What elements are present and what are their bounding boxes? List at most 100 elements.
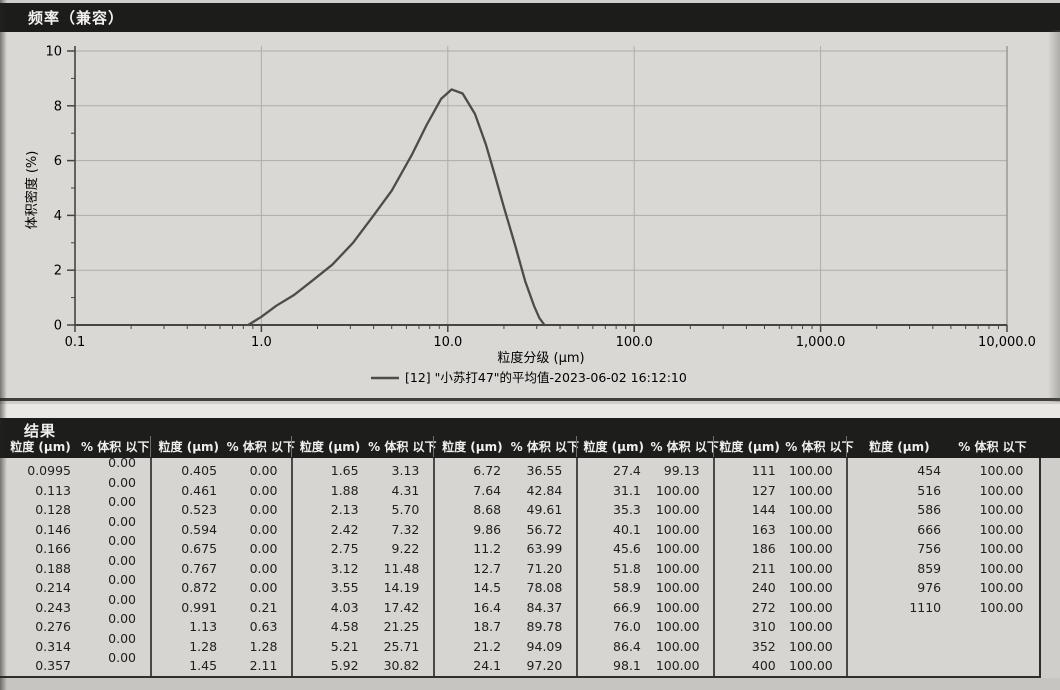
size-value: 12.7 <box>473 560 502 576</box>
pct-volume-value: 49.61 <box>526 502 563 518</box>
size-value: 0.243 <box>35 599 71 615</box>
size-value: 0.276 <box>35 619 71 635</box>
size-value: 1.65 <box>330 463 359 479</box>
pct-volume-value: 100.00 <box>979 580 1024 596</box>
y-tick-label: 6 <box>54 154 62 169</box>
size-value: 66.9 <box>613 599 641 615</box>
size-value: 98.1 <box>613 658 641 674</box>
size-value: 0.594 <box>181 521 218 537</box>
size-value: 0.188 <box>35 560 71 576</box>
size-column-header: 粒度 (μm) <box>719 440 780 454</box>
table-row: 211 100.00 <box>715 559 846 579</box>
table-row: 1.13 0.63 <box>152 617 291 637</box>
pct-volume-value: 0.00 <box>108 455 136 471</box>
table-row: 1.88 4.31 <box>293 481 433 501</box>
size-column-header: 粒度 (μm) <box>10 440 71 454</box>
table-row: 0.594 0.00 <box>152 520 291 540</box>
pct-volume-value: 0.00 <box>108 572 136 588</box>
size-value: 24.1 <box>473 658 502 674</box>
pct-volume-value: 100.00 <box>979 463 1024 479</box>
table-row: 240 100.00 <box>715 578 846 598</box>
table-row: 454 100.00 <box>848 461 1039 481</box>
pct-volume-value: 100.00 <box>655 580 700 596</box>
size-value: 859 <box>917 560 942 576</box>
pct-volume-value: 42.84 <box>526 482 563 498</box>
size-value: 0.166 <box>35 541 71 557</box>
table-row: 1.65 3.13 <box>293 461 433 481</box>
table-row: 98.1 100.00 <box>578 656 713 676</box>
size-value: 0.405 <box>181 463 218 479</box>
pct-volume-value: 0.00 <box>108 650 136 666</box>
pct-volume-value: 100.00 <box>655 560 700 576</box>
table-row: 0.166 0.00 <box>0 533 150 559</box>
size-value: 310 <box>751 619 776 635</box>
size-value: 5.92 <box>330 658 359 674</box>
size-value: 1110 <box>909 599 942 615</box>
table-row: 18.7 89.78 <box>435 617 576 637</box>
size-value: 51.8 <box>613 560 641 576</box>
table-row: 12.7 71.20 <box>435 559 576 579</box>
table-row: 5.21 25.71 <box>293 637 433 657</box>
size-value: 756 <box>917 541 942 557</box>
size-value: 0.523 <box>181 502 218 518</box>
table-row: 27.4 99.13 <box>578 461 713 481</box>
size-value: 352 <box>751 638 776 654</box>
table-row: 0.461 0.00 <box>152 481 291 501</box>
size-value: 454 <box>917 463 942 479</box>
pct-volume-value: 100.00 <box>789 541 833 557</box>
chart-axes <box>74 46 1008 326</box>
table-row: 0.405 0.00 <box>152 461 291 481</box>
pct-volume-value: 0.00 <box>249 560 278 576</box>
x-tick-label: 10.0 <box>433 335 462 350</box>
size-value: 0.767 <box>181 560 218 576</box>
pct-volume-value: 100.00 <box>979 541 1024 557</box>
table-row: 0.675 0.00 <box>152 539 291 559</box>
table-row: 1110 100.00 <box>848 598 1039 618</box>
table-row: 21.2 94.09 <box>435 637 576 657</box>
table-row: 51.8 100.00 <box>578 559 713 579</box>
table-row: 756 100.00 <box>848 539 1039 559</box>
size-column-header: 粒度 (μm) <box>299 440 361 454</box>
column-group-header: 粒度 (μm) % 体积 以下 <box>291 436 437 457</box>
column-group-header: 粒度 (μm) % 体积 以下 <box>0 436 150 457</box>
table-row: 86.4 100.00 <box>578 637 713 657</box>
pct-volume-value: 100.00 <box>655 502 700 518</box>
table-row: 1.28 1.28 <box>152 637 291 657</box>
panel-gap <box>0 404 1060 418</box>
pct-volume-value: 3.13 <box>391 463 420 479</box>
size-value: 58.9 <box>613 580 641 596</box>
pct-volume-value: 30.82 <box>383 658 420 674</box>
size-value: 11.2 <box>473 541 502 557</box>
x-tick-label: 10,000.0 <box>978 335 1036 350</box>
column-group: 111 100.00 127 100.00 144 100.00 163 100.00 186 1… <box>713 458 846 676</box>
x-tick-label: 1.0 <box>251 335 272 350</box>
size-value: 9.86 <box>473 521 502 537</box>
table-row: 76.0 100.00 <box>578 617 713 637</box>
pct-volume-value: 100.00 <box>789 638 833 654</box>
pct-volume-value: 36.55 <box>526 463 563 479</box>
table-row: 1.45 2.11 <box>152 656 291 676</box>
size-value: 45.6 <box>613 541 641 557</box>
pct-volume-value: 4.31 <box>391 482 420 498</box>
chart-gridlines <box>75 46 1007 325</box>
size-value: 2.42 <box>330 521 359 537</box>
size-value: 0.675 <box>181 541 218 557</box>
table-row: 0.767 0.00 <box>152 559 291 579</box>
table-row: 31.1 100.00 <box>578 481 713 501</box>
legend-label: [12] "小苏打47"的平均值-2023-06-02 16:12:10 <box>405 370 687 385</box>
size-value: 2.13 <box>330 502 359 518</box>
pct-volume-value: 25.71 <box>383 638 420 654</box>
results-section-title: 结果 <box>24 422 57 440</box>
pct-volume-value: 100.00 <box>789 560 833 576</box>
results-column-headers: 粒度 (μm)% 体积 以下 粒度 (μm)% 体积 以下 粒度 (μm)% 体积 … <box>0 436 1060 457</box>
table-row: 5.92 30.82 <box>293 656 433 676</box>
column-group: 454 100.00 516 100.00 586 100.00 666 100.00 756 1… <box>846 458 1041 676</box>
pct-volume-value: 100.00 <box>979 599 1024 615</box>
size-value: 211 <box>751 560 776 576</box>
table-row: 666 100.00 <box>848 520 1039 540</box>
pct-volume-value: 0.63 <box>249 619 278 635</box>
column-group: 0.405 0.00 0.461 0.00 0.523 0.00 0.594 0.00 0.67… <box>150 458 291 676</box>
y-tick-label: 0 <box>54 319 62 334</box>
table-row: 144 100.00 <box>715 500 846 520</box>
column-group: 6.72 36.55 7.64 42.84 8.68 49.61 9.86 56.72 11.2… <box>433 458 576 676</box>
